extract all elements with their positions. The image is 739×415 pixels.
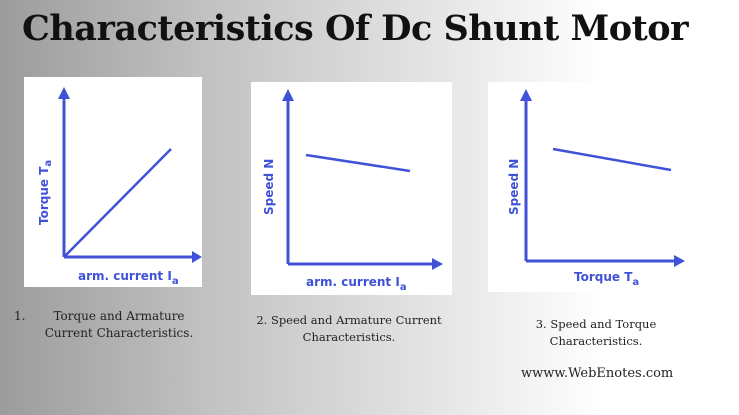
- x-axis-arrow: [432, 258, 443, 270]
- caption-speed-torque: 3. Speed and Torque Characteristics.: [516, 316, 676, 350]
- speed-line: [552, 147, 672, 172]
- y-axis-arrow: [58, 87, 70, 99]
- page-title: Characteristics Of Dc Shunt Motor: [22, 8, 689, 49]
- speed-torque-graph: Speed N Torque Ta: [488, 82, 688, 292]
- y-axis-label: Torque Ta: [37, 160, 54, 225]
- x-axis-label: Torque Ta: [574, 270, 639, 288]
- y-axis-arrow: [282, 89, 294, 101]
- x-axis-label: arm. current Ia: [306, 275, 407, 293]
- caption-speed-current: 2. Speed and Armature Current Characteri…: [244, 312, 454, 346]
- y-axis-label: Speed N: [262, 159, 276, 215]
- x-axis-arrow: [674, 255, 685, 267]
- caption-line-1: 2. Speed and Armature Current: [256, 313, 442, 327]
- website-url: wwww.WebEnotes.com: [521, 366, 674, 381]
- caption-line-2: Characteristics.: [302, 330, 396, 344]
- caption-line-2: Characteristics.: [549, 334, 643, 348]
- torque-line: [63, 148, 172, 258]
- x-axis-label: arm. current Ia: [78, 269, 179, 287]
- y-axis-label: Speed N: [507, 159, 521, 215]
- x-axis-arrow: [192, 251, 202, 263]
- caption-line-1: 3. Speed and Torque: [535, 317, 657, 331]
- torque-current-graph: Torque Ta arm. current Ia: [24, 77, 202, 287]
- caption-torque-current: 1. Torque and Armature Current Character…: [10, 308, 210, 342]
- caption-number: 1.: [14, 309, 26, 323]
- caption-line-1: Torque and Armature: [53, 309, 185, 323]
- y-axis-arrow: [520, 89, 532, 101]
- speed-line: [305, 153, 411, 173]
- caption-line-2: Current Characteristics.: [44, 326, 194, 340]
- speed-current-graph: Speed N arm. current Ia: [251, 82, 452, 295]
